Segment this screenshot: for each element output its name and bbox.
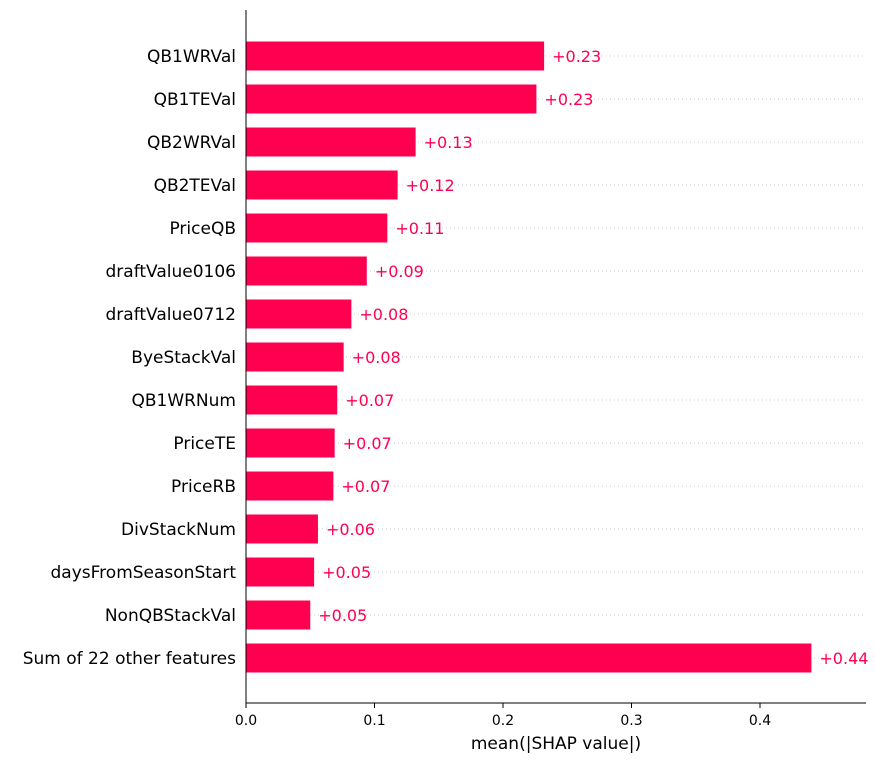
value-label: +0.05 [322,563,371,582]
category-label: DivStackNum [121,520,236,540]
value-label: +0.07 [343,434,392,453]
category-label: ByeStackVal [131,348,236,368]
category-label: draftValue0106 [106,262,237,282]
category-label: PriceTE [173,434,236,454]
x-tick-label: 0.3 [620,713,642,729]
category-label: QB2WRVal [147,133,236,153]
value-label: +0.08 [352,348,401,367]
guide-lines [246,55,866,659]
category-label: PriceRB [171,477,236,497]
x-axis-title: mean(|SHAP value|) [471,734,641,754]
category-label: NonQBStackVal [105,606,236,626]
value-label: +0.23 [552,47,601,66]
axes [245,10,866,704]
category-label: QB1TEVal [154,90,236,110]
category-label: draftValue0712 [106,305,237,325]
bar [246,514,318,544]
bar [246,41,545,71]
x-ticks: 0.0 0.1 0.2 0.3 0.4 [235,703,771,729]
bar [246,643,812,673]
bar [246,342,344,372]
bar [246,170,398,200]
bar [246,299,352,329]
bar [246,471,334,501]
bar [246,428,335,458]
value-label: +0.07 [345,391,394,410]
value-label: +0.06 [326,520,375,539]
category-label: daysFromSeasonStart [51,563,237,583]
bar [246,600,311,630]
bar [246,557,315,587]
category-label: QB1WRNum [131,391,236,411]
category-label: PriceQB [169,219,236,239]
x-tick-label: 0.4 [749,713,771,729]
x-tick-label: 0.2 [492,713,514,729]
value-label: +0.05 [318,606,367,625]
bar [246,84,537,114]
bar [246,127,416,157]
bars [246,41,812,673]
bar [246,385,338,415]
x-tick-label: 0.0 [235,713,257,729]
category-label: QB2TEVal [154,176,236,196]
value-label: +0.09 [375,262,424,281]
bar [246,256,367,286]
category-label: QB1WRVal [147,47,236,67]
value-label: +0.12 [406,176,455,195]
value-label: +0.44 [819,649,868,668]
value-label: +0.08 [359,305,408,324]
category-labels: QB1WRVal QB1TEVal QB2WRVal QB2TEVal PriceQB d… [23,47,237,669]
x-tick-label: 0.1 [363,713,385,729]
value-label: +0.23 [544,90,593,109]
value-label: +0.07 [341,477,390,496]
value-labels: +0.23 +0.23 +0.13 +0.12 +0.11 +0.09 +0.08 +0.08… [318,47,868,668]
category-label: Sum of 22 other features [23,649,236,669]
bar [246,213,388,243]
value-label: +0.11 [395,219,444,238]
value-label: +0.13 [424,133,473,152]
